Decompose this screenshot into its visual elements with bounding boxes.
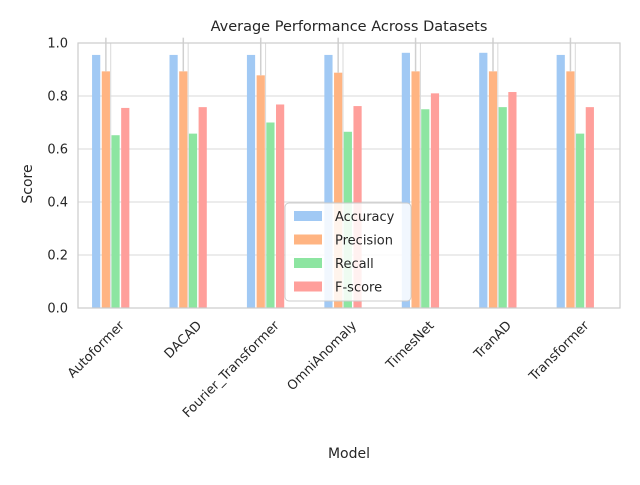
bar-f-score-timesnet [430, 93, 440, 308]
bar-f-score-dacad [198, 107, 207, 308]
y-tick-label: 0.2 [47, 249, 68, 264]
bar-f-score-fourier_transformer [276, 104, 285, 308]
y-tick-labels: 0.0 0.2 0.4 0.6 0.8 1.0 [47, 37, 68, 317]
legend-swatch-recall [294, 258, 322, 268]
legend-box [284, 202, 412, 302]
plot-frame [77, 42, 621, 309]
bar-recall-transformer [576, 133, 585, 308]
bar-accuracy-tranad [479, 52, 488, 309]
bar-precision-fourier_transformer [256, 75, 265, 308]
bar-accuracy-fourier_transformer [246, 54, 256, 308]
bar-precision-omnianomaly [334, 72, 343, 309]
legend-label: Accuracy [335, 210, 395, 225]
legend-swatch-precision [294, 234, 322, 245]
legend-items: Accuracy Precision Recall F-score [294, 210, 395, 296]
bar-accuracy-timesnet [401, 52, 410, 309]
bar-f-score-transformer [585, 107, 594, 308]
legend-label: F-score [335, 281, 382, 296]
bar-recall-autoformer [111, 135, 120, 308]
bar-precision-timesnet [411, 71, 420, 308]
bar-precision-tranad [488, 71, 498, 308]
bar-recall-dacad [188, 133, 198, 308]
bar-f-score-tranad [508, 92, 517, 309]
bar-accuracy-omnianomaly [324, 54, 333, 308]
legend-swatch-f-score [294, 281, 322, 292]
bar-accuracy-transformer [556, 54, 565, 308]
bar-accuracy-dacad [169, 54, 178, 308]
bar-accuracy-autoformer [92, 54, 101, 308]
bar-recall-timesnet [421, 109, 430, 308]
y-axis-label: Score [20, 164, 36, 203]
chart-title: Average Performance Across Datasets [211, 19, 488, 35]
y-tick-label: 0.6 [47, 143, 68, 158]
bar-precision-dacad [179, 71, 188, 308]
legend: Accuracy Precision Recall F-score [284, 202, 412, 302]
bar-recall-fourier_transformer [266, 122, 275, 308]
y-tick-label: 0.0 [47, 302, 68, 317]
x-axis-label: Model [328, 446, 370, 462]
legend-label: Precision [335, 234, 393, 249]
y-tick-label: 1.0 [47, 37, 68, 52]
y-tick-label: 0.4 [47, 196, 68, 211]
legend-swatch-accuracy [294, 211, 322, 221]
bar-precision-transformer [566, 71, 575, 308]
bar-precision-autoformer [101, 71, 110, 308]
bar-f-score-autoformer [121, 107, 130, 308]
legend-label: Recall [335, 257, 374, 272]
bar-recall-tranad [498, 107, 507, 308]
y-tick-label: 0.8 [47, 90, 68, 105]
bars [92, 52, 594, 309]
